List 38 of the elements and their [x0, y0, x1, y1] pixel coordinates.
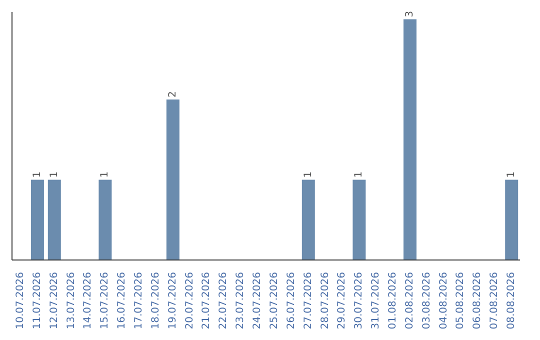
- x-tick-label: 18.07.2026: [150, 272, 162, 330]
- x-tick-label: 31.07.2026: [370, 272, 382, 330]
- x-tick-label: 26.07.2026: [286, 272, 297, 330]
- x-tick-label: 21.07.2026: [201, 272, 212, 330]
- x-tick-label: 01.08.2026: [388, 272, 398, 330]
- x-tick-label: 03.08.2026: [421, 272, 432, 330]
- x-tick-label: 16.07.2026: [116, 272, 128, 330]
- x-tick-label: 13.07.2026: [66, 272, 77, 330]
- x-tick-label: 24.07.2026: [252, 272, 264, 330]
- x-tick-label: 11.07.2026: [32, 272, 43, 330]
- x-tick-label: 15.07.2026: [100, 272, 111, 330]
- data-label: 1: [100, 171, 111, 178]
- x-tick-label: 27.07.2026: [302, 272, 314, 330]
- x-tick-label: 08.08.2026: [506, 272, 518, 330]
- x-tick-label: 22.07.2026: [218, 272, 230, 330]
- x-tick-label: 29.07.2026: [336, 272, 348, 330]
- x-tick-label: 28.07.2026: [320, 272, 331, 330]
- x-tick-label: 06.08.2026: [472, 272, 484, 330]
- data-label: 1: [506, 171, 518, 178]
- x-tick-label: 20.07.2026: [184, 272, 196, 330]
- x-tick-label: 14.07.2026: [82, 272, 94, 330]
- data-label: 1: [354, 171, 365, 178]
- x-tick-label: 23.07.2026: [235, 272, 246, 330]
- data-label: 1: [302, 171, 314, 178]
- data-label: 2: [167, 91, 178, 98]
- data-label: 1: [32, 171, 43, 178]
- x-tick-label: 25.07.2026: [268, 272, 280, 330]
- x-tick-label: 02.08.2026: [404, 272, 416, 330]
- data-label: 1: [48, 171, 60, 178]
- x-tick-label: 04.08.2026: [438, 272, 450, 330]
- x-tick-label: 17.07.2026: [134, 272, 144, 330]
- x-tick-label: 07.08.2026: [489, 272, 500, 330]
- x-tick-label: 10.07.2026: [14, 272, 26, 330]
- x-tick-label: 19.07.2026: [167, 272, 178, 330]
- x-tick-label: 12.07.2026: [48, 272, 60, 330]
- x-tick-label: 05.08.2026: [455, 272, 466, 330]
- data-label: 3: [404, 10, 416, 18]
- x-tick-label: 30.07.2026: [354, 272, 365, 330]
